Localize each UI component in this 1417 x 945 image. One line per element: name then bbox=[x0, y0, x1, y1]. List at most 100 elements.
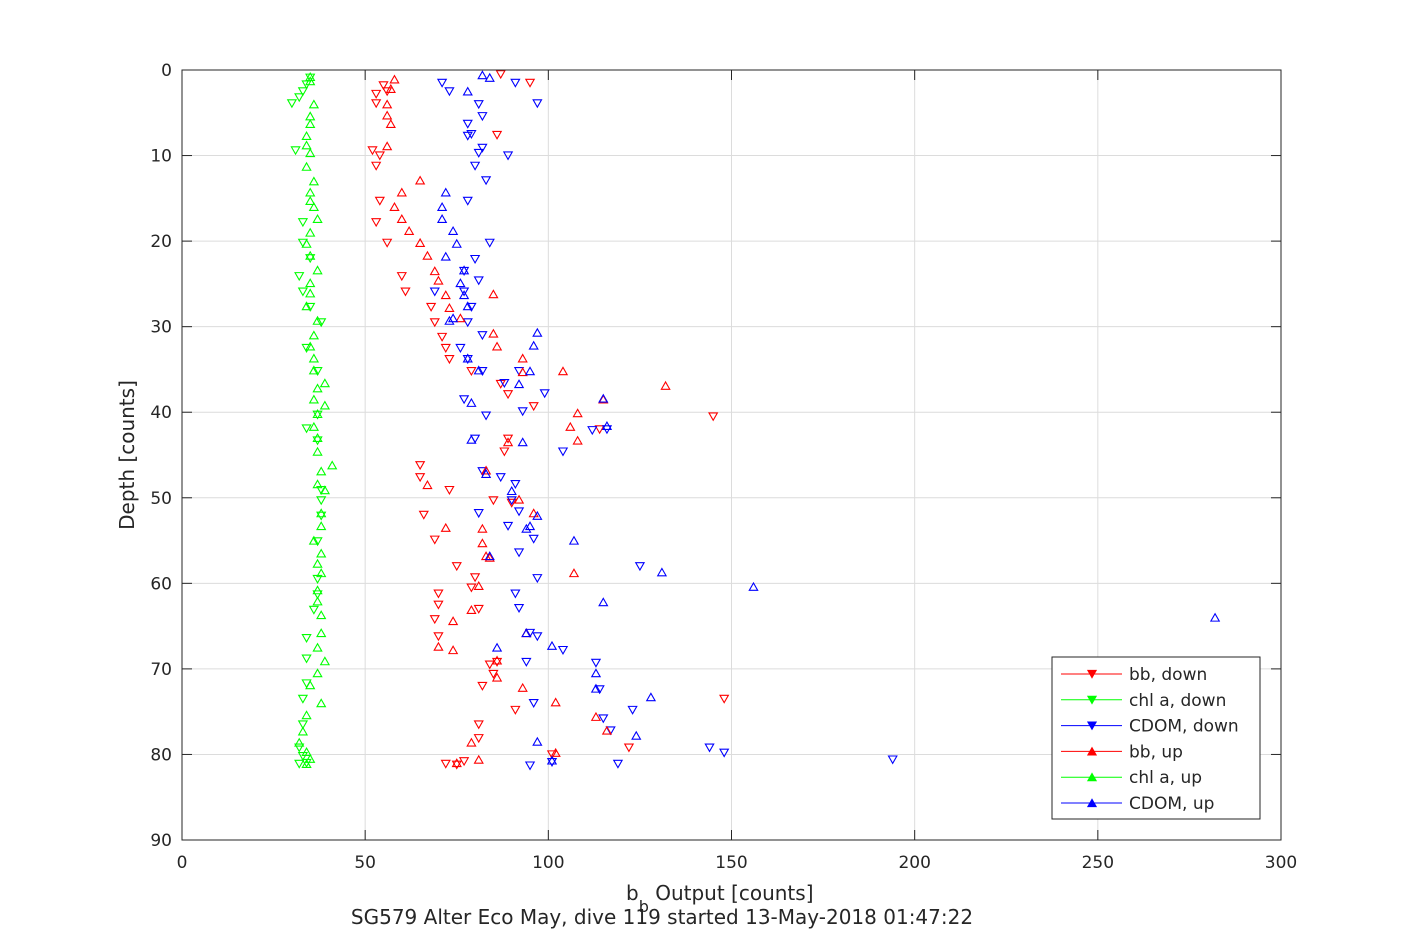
data-point bbox=[708, 412, 719, 422]
legend-marker bbox=[1086, 772, 1098, 782]
legend-label: CDOM, up bbox=[1129, 794, 1214, 814]
data-point bbox=[546, 758, 558, 768]
data-point bbox=[308, 535, 320, 545]
data-point bbox=[447, 645, 459, 655]
data-point bbox=[484, 72, 495, 82]
data-point bbox=[528, 340, 539, 350]
data-point bbox=[598, 393, 609, 403]
data-point bbox=[308, 176, 320, 186]
data-point bbox=[557, 645, 569, 655]
y-tick-label: 70 bbox=[150, 660, 172, 680]
data-point bbox=[297, 87, 309, 97]
data-point bbox=[319, 485, 331, 495]
data-point bbox=[572, 435, 583, 445]
data-point bbox=[305, 76, 316, 86]
x-tick-label: 300 bbox=[1265, 853, 1297, 873]
data-point bbox=[305, 680, 316, 690]
data-point bbox=[455, 343, 466, 353]
data-point bbox=[488, 669, 499, 679]
data-point bbox=[308, 202, 320, 212]
data-point bbox=[447, 313, 459, 323]
data-point bbox=[484, 660, 495, 670]
data-point bbox=[429, 318, 440, 328]
data-point bbox=[510, 479, 521, 489]
data-point bbox=[447, 616, 459, 626]
data-point bbox=[319, 400, 331, 410]
data-point bbox=[286, 99, 298, 109]
legend-label: bb, down bbox=[1129, 665, 1207, 685]
data-point bbox=[502, 437, 514, 447]
data-point bbox=[458, 757, 470, 767]
data-point bbox=[305, 250, 316, 260]
data-point bbox=[455, 278, 466, 288]
data-point bbox=[308, 421, 320, 431]
data-point bbox=[524, 761, 536, 771]
data-point bbox=[528, 698, 539, 708]
data-point bbox=[305, 119, 316, 129]
y-tick-labels: 0 10 20 30 40 50 60 70 80 90 bbox=[150, 61, 172, 851]
data-point bbox=[381, 110, 393, 120]
data-point bbox=[502, 434, 514, 444]
data-point bbox=[371, 218, 382, 228]
legend-label: chl a, up bbox=[1129, 768, 1202, 788]
data-point bbox=[316, 318, 327, 328]
data-point bbox=[480, 411, 492, 421]
data-point bbox=[305, 148, 316, 158]
data-point bbox=[480, 465, 492, 475]
data-point bbox=[440, 251, 451, 261]
data-point bbox=[484, 238, 495, 248]
data-point bbox=[473, 734, 484, 744]
data-point bbox=[414, 473, 426, 483]
data-point bbox=[389, 202, 400, 212]
data-point bbox=[312, 315, 323, 325]
y-tick-label: 40 bbox=[150, 403, 172, 423]
data-point bbox=[488, 289, 499, 299]
data-point bbox=[491, 341, 503, 351]
data-point bbox=[301, 758, 312, 768]
data-point bbox=[367, 146, 378, 156]
data-point bbox=[477, 331, 488, 341]
data-point bbox=[305, 187, 316, 197]
data-point bbox=[473, 581, 484, 591]
data-point bbox=[422, 480, 433, 490]
data-point bbox=[451, 238, 462, 248]
data-point bbox=[458, 287, 470, 297]
data-point bbox=[436, 332, 448, 342]
data-point bbox=[1209, 612, 1221, 622]
data-point bbox=[631, 730, 642, 740]
data-point bbox=[301, 710, 312, 720]
y-tick-label: 0 bbox=[161, 61, 172, 81]
data-point bbox=[480, 176, 492, 186]
data-point bbox=[477, 538, 488, 548]
data-point bbox=[557, 447, 569, 457]
data-point bbox=[297, 287, 309, 297]
data-point bbox=[316, 511, 327, 521]
data-point bbox=[433, 641, 444, 651]
data-point bbox=[499, 379, 510, 389]
data-point bbox=[447, 225, 459, 235]
legend-label: CDOM, down bbox=[1129, 717, 1239, 737]
data-point bbox=[469, 573, 481, 583]
data-point bbox=[414, 461, 426, 471]
data-point bbox=[506, 498, 517, 508]
data-point bbox=[590, 668, 602, 678]
y-tick-label: 10 bbox=[150, 147, 172, 167]
data-point bbox=[517, 353, 528, 363]
data-point bbox=[627, 705, 638, 715]
data-point bbox=[308, 605, 320, 615]
data-point bbox=[301, 161, 312, 171]
data-point bbox=[301, 746, 312, 756]
data-point bbox=[294, 93, 305, 103]
data-point bbox=[429, 266, 440, 276]
data-point bbox=[294, 743, 305, 753]
data-point bbox=[477, 70, 488, 80]
data-point bbox=[305, 71, 316, 81]
data-point bbox=[601, 725, 613, 735]
data-point bbox=[316, 508, 327, 518]
data-point bbox=[550, 697, 561, 707]
series-layer bbox=[286, 70, 1221, 771]
x-tick-label: 150 bbox=[715, 853, 747, 873]
data-point bbox=[634, 562, 646, 572]
data-point bbox=[513, 507, 525, 517]
data-point bbox=[429, 287, 440, 297]
